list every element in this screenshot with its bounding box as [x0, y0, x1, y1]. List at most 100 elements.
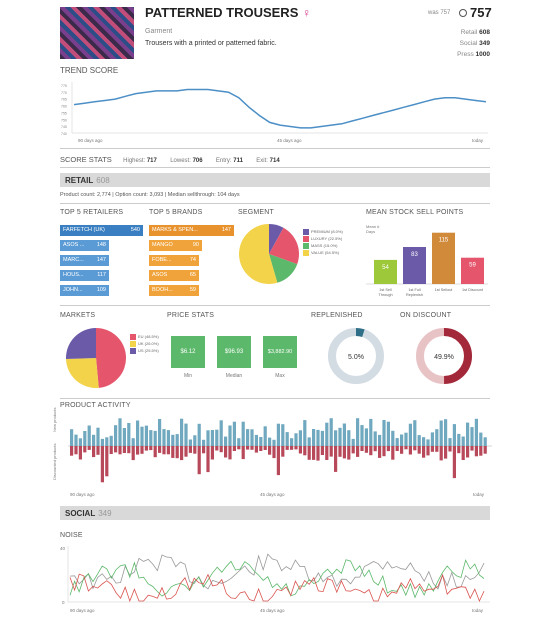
- discounted-products-bar: [92, 446, 96, 458]
- new-products-bar: [96, 427, 100, 446]
- new-products-bar: [232, 421, 236, 446]
- discounted-products-bar: [466, 446, 470, 458]
- product-thumbnail[interactable]: [60, 7, 134, 59]
- new-products-bar: [391, 430, 395, 446]
- new-products-bar: [329, 418, 333, 446]
- segment-slice: [239, 224, 278, 284]
- discounted-products-bar: [122, 446, 126, 453]
- new-products-bar: [197, 423, 201, 446]
- msp-bar-value: 59: [469, 263, 476, 269]
- new-products-bar: [290, 438, 294, 446]
- brand-bar[interactable]: MARKS & SPEN... 147: [149, 225, 234, 236]
- brand-bar[interactable]: BOOH... 59: [149, 285, 199, 296]
- discounted-products-bar: [127, 446, 131, 454]
- new-products-bar: [118, 418, 122, 446]
- discounted-products-bar: [360, 446, 364, 451]
- new-products-bar: [175, 434, 179, 446]
- segment-title: SEGMENT: [238, 209, 275, 216]
- retailer-bar[interactable]: JOHN... 109: [60, 285, 109, 296]
- new-products-bar: [92, 434, 96, 446]
- new-products-bar: [364, 428, 368, 446]
- brand-bar[interactable]: FOBE... 74: [149, 255, 199, 266]
- brand-bar[interactable]: MANGO 90: [149, 240, 202, 251]
- new-products-label: New products: [52, 407, 57, 432]
- price-min: $6.12: [171, 336, 205, 368]
- segment-slice: [269, 224, 284, 254]
- discounted-products-bar: [70, 446, 74, 456]
- new-products-bar: [136, 420, 140, 446]
- social-score: Social 349: [459, 40, 490, 47]
- discounted-products-bar: [452, 446, 456, 479]
- discounted-products-bar: [162, 446, 166, 455]
- new-products-bar: [74, 434, 78, 446]
- discounted-products-bar: [263, 446, 267, 450]
- social-section-header[interactable]: SOCIAL 349: [60, 506, 490, 520]
- score-stats: SCORE STATS Highest: 717 Lowest: 706 Ent…: [60, 155, 280, 164]
- discounted-products-bar: [444, 446, 448, 459]
- discounted-products-bar: [114, 446, 118, 453]
- new-products-bar: [320, 430, 324, 446]
- discounted-products-bar: [158, 446, 162, 453]
- discounted-products-bar: [338, 446, 342, 457]
- new-products-bar: [294, 433, 298, 446]
- msp-bar-label: 1st Full: [408, 288, 420, 292]
- retail-summary: Product count: 2,774 | Option count: 3,0…: [60, 192, 240, 198]
- discounted-products-bar: [298, 446, 302, 454]
- discounted-products-bar: [470, 446, 474, 451]
- top-brands-title: TOP 5 BRANDS: [149, 209, 203, 216]
- noise-line-grey: [69, 553, 485, 590]
- segment-slice: [269, 254, 298, 283]
- discounted-products-bar: [83, 446, 87, 453]
- brand-bar[interactable]: ASOS 65: [149, 270, 199, 281]
- discounted-products-bar: [408, 446, 412, 455]
- discounted-products-bar: [193, 446, 197, 454]
- previous-score: was 757: [428, 10, 451, 16]
- new-products-bar: [400, 434, 404, 446]
- discounted-products-bar: [391, 446, 395, 460]
- new-products-bar: [193, 435, 197, 446]
- msp-bar: [403, 247, 426, 284]
- new-products-bar: [188, 439, 192, 446]
- new-products-bar: [382, 420, 386, 446]
- noise-y-top: 40: [60, 546, 66, 551]
- discounted-products-bar: [136, 446, 140, 455]
- msp-bar-value: 115: [439, 238, 449, 244]
- new-products-bar: [452, 424, 456, 446]
- discounted-products-bar: [351, 446, 355, 454]
- discounted-products-bar: [294, 446, 298, 450]
- msp-title: MEAN STOCK SELL POINTS: [366, 209, 464, 216]
- new-products-bar: [457, 433, 461, 446]
- new-products-bar: [127, 423, 131, 446]
- new-products-bar: [386, 421, 390, 446]
- noise-title: NOISE: [60, 532, 83, 539]
- retail-section-header[interactable]: RETAIL 608: [60, 173, 490, 187]
- noise-line-red: [69, 573, 485, 603]
- new-products-bar: [373, 431, 377, 446]
- discounted-products-bar: [307, 446, 311, 460]
- discounted-products-bar: [479, 446, 483, 456]
- discounted-products-bar: [400, 446, 404, 454]
- new-products-bar: [140, 426, 144, 446]
- new-products-bar: [105, 437, 109, 446]
- new-products-bar: [448, 438, 452, 446]
- retailer-bar[interactable]: MARC... 147: [60, 255, 109, 266]
- retailer-bar[interactable]: FARFETCH (UK) 540: [60, 225, 143, 236]
- product-activity-title: PRODUCT ACTIVITY: [60, 402, 131, 409]
- category-label: Garment: [145, 28, 173, 35]
- discounted-products-bar: [254, 446, 258, 453]
- new-products-bar: [435, 429, 439, 446]
- discounted-products-bar: [250, 446, 254, 450]
- new-products-bar: [307, 437, 311, 446]
- noise-x-end: today: [472, 608, 484, 613]
- trend-y-tick: 775: [61, 84, 67, 88]
- discounted-products-bar: [105, 446, 109, 477]
- msp-bar-value: 54: [382, 265, 389, 271]
- discounted-products-bar: [303, 446, 307, 456]
- retailer-bar[interactable]: HOUS... 117: [60, 270, 109, 281]
- new-products-bar: [109, 435, 113, 446]
- discounted-products-bar: [171, 446, 175, 458]
- retailer-bar[interactable]: ASOS ... 148: [60, 240, 109, 251]
- new-products-bar: [149, 430, 153, 446]
- new-products-bar: [351, 438, 355, 446]
